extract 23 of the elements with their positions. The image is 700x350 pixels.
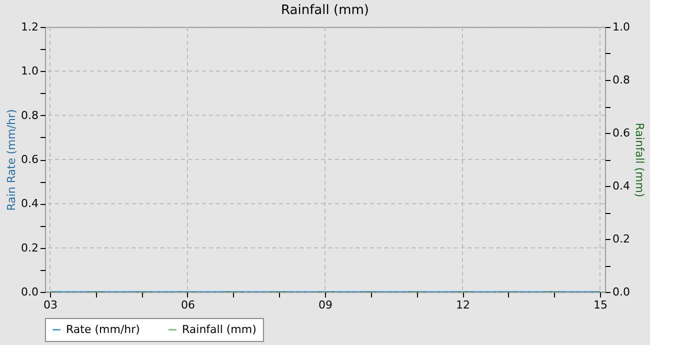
y2-tick-label: 0.2 <box>612 232 630 246</box>
y-tick-label: 0.6 <box>21 153 38 166</box>
y-tick-label: 1.0 <box>21 64 38 78</box>
chart-title: Rainfall (mm) <box>281 3 369 18</box>
y-tick-label: 0.2 <box>21 241 38 254</box>
y-axis-title: Rain Rate (mm/hr) <box>5 109 18 211</box>
y-tick-label: 0.4 <box>21 197 38 210</box>
legend-label: Rainfall (mm) <box>182 322 256 336</box>
x-tick-label: 06 <box>181 298 195 312</box>
y2-tick-label: 1.0 <box>612 20 630 34</box>
legend-label: Rate (mm/hr) <box>66 322 140 336</box>
y-tick-label: 0.8 <box>21 108 38 122</box>
y-tick-label: 1.2 <box>21 20 38 34</box>
x-tick-label: 03 <box>44 298 58 312</box>
y2-tick-label: 0.4 <box>612 180 630 192</box>
y2-axis-title: Rainfall (mm) <box>632 122 646 198</box>
y2-tick-label: 0.0 <box>612 286 630 298</box>
y2-tick-label: 0.8 <box>612 74 630 86</box>
x-tick-label: 12 <box>456 298 470 312</box>
y2-tick-label: 0.6 <box>612 126 630 140</box>
x-tick-label: 15 <box>594 298 608 312</box>
x-tick-label: 09 <box>318 298 332 312</box>
y-tick-label: 0.0 <box>21 286 38 298</box>
